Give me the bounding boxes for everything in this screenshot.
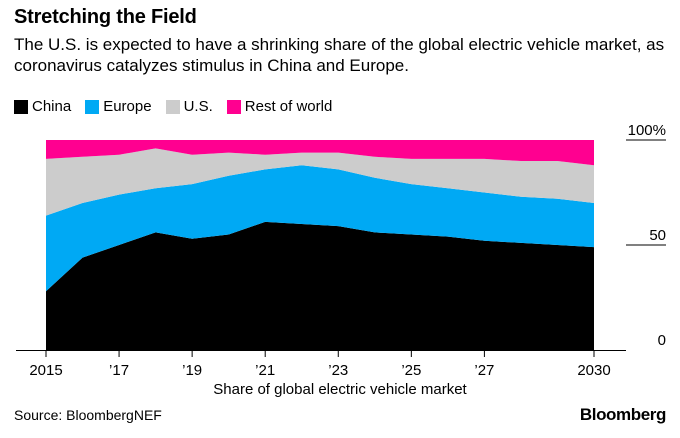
legend-label-us: U.S. bbox=[183, 98, 213, 115]
legend-label-europe: Europe bbox=[103, 98, 152, 115]
x-tick-label-2017: ’17 bbox=[109, 362, 129, 379]
legend-item-rest-of-world: Rest of world bbox=[226, 98, 333, 115]
area-europe bbox=[46, 165, 594, 292]
x-tick-label-2030: 2030 bbox=[577, 362, 610, 379]
area-china bbox=[46, 221, 594, 350]
x-tick-label-2019: ’19 bbox=[182, 362, 202, 379]
x-tick-label-2023: ’23 bbox=[328, 362, 348, 379]
x-tick-label-2025: ’25 bbox=[401, 362, 421, 379]
legend-label-china: China bbox=[32, 98, 72, 115]
x-tick-label-2015: 2015 bbox=[29, 362, 62, 379]
legend: China Europe U.S. Rest of world bbox=[14, 98, 332, 115]
legend-label-rest-of-world: Rest of world bbox=[244, 98, 333, 115]
legend-item-china: China bbox=[14, 98, 71, 115]
source-note: Source: BloombergNEF bbox=[14, 407, 162, 423]
chart-title: Stretching the Field bbox=[14, 6, 197, 28]
y-tick-label-0: 0 bbox=[658, 332, 666, 349]
y-tick-label-100: 100% bbox=[628, 122, 666, 139]
legend-swatch-china bbox=[14, 99, 28, 114]
area-layer bbox=[46, 140, 594, 350]
area-u-s bbox=[46, 148, 594, 216]
chart-subtitle: The U.S. is expected to have a shrinking… bbox=[14, 35, 665, 75]
y-tick-label-50: 50 bbox=[649, 227, 666, 244]
x-axis-title: Share of global electric vehicle market bbox=[213, 381, 467, 398]
legend-swatch-rest-of-world bbox=[226, 99, 241, 114]
legend-item-us: U.S. bbox=[165, 98, 213, 115]
legend-item-europe: Europe bbox=[85, 98, 152, 115]
x-axis: 2015 ’17 ’19 ’21 ’23 ’25 ’27 2030 bbox=[16, 350, 626, 379]
area-rest-of-world bbox=[46, 140, 594, 166]
legend-swatch-europe bbox=[85, 99, 100, 114]
bloomberg-logo: Bloomberg bbox=[579, 405, 667, 424]
x-tick-label-2021: ’21 bbox=[255, 362, 275, 379]
y-axis: 0 50 100% bbox=[626, 122, 666, 349]
x-tick-label-2027: ’27 bbox=[474, 362, 494, 379]
legend-swatch-us bbox=[165, 99, 180, 114]
